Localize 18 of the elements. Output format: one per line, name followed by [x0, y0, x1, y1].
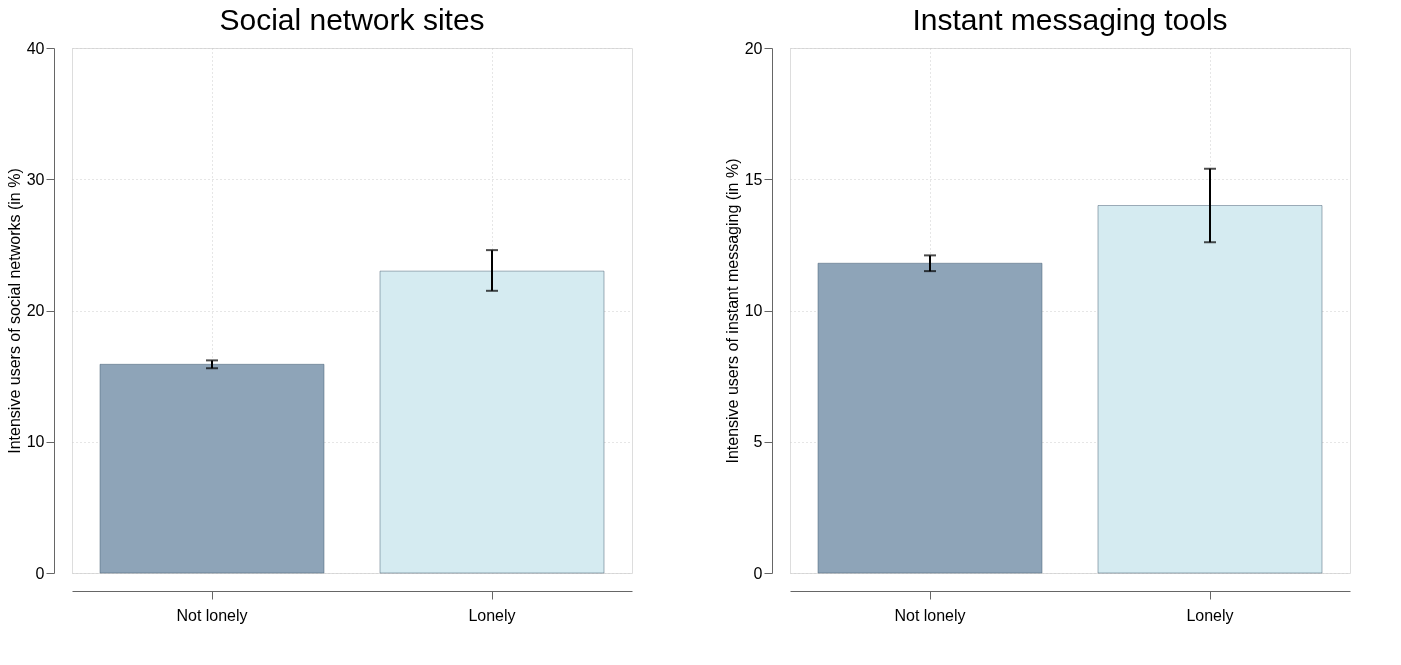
y-tick-label: 0	[35, 564, 45, 582]
x-tick-label: Not lonely	[176, 606, 248, 624]
chart-title: Social network sites	[219, 3, 485, 36]
y-tick-label: 40	[26, 39, 45, 57]
y-tick-label: 10	[26, 433, 45, 451]
y-axis-title: Intensive users of social networks (in %)	[5, 168, 23, 454]
y-axis-title: Intensive users of instant messaging (in %)	[723, 158, 741, 464]
x-tick-label: Lonely	[1186, 606, 1234, 624]
y-tick-label: 10	[744, 302, 763, 319]
chart-title: Instant messaging tools	[912, 3, 1228, 36]
y-tick-label: 30	[26, 170, 45, 188]
y-tick-label: 20	[744, 39, 763, 57]
y-tick-label: 15	[744, 170, 763, 188]
x-tick-label: Not lonely	[894, 606, 966, 624]
y-tick-label: 0	[753, 564, 763, 582]
y-tick-label: 5	[753, 433, 763, 451]
y-tick-label: 20	[26, 302, 45, 319]
x-tick-label: Lonely	[468, 606, 516, 624]
